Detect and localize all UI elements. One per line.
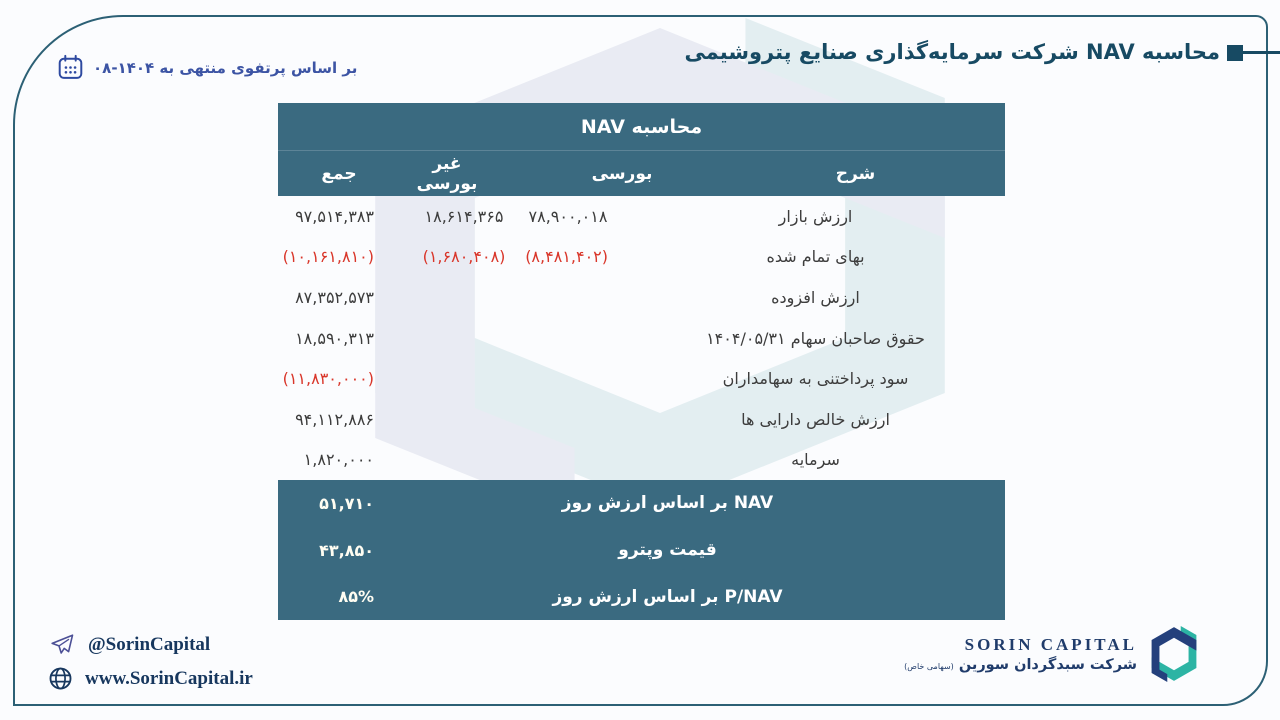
table-row: سرمایه ۱,۸۲۰,۰۰۰ bbox=[278, 439, 1005, 480]
table-summary: NAV بر اساس ارزش روز ۵۱,۷۱۰ قیمت وپترو ۴۳,۸… bbox=[278, 480, 1005, 620]
cell-total: ۹۴,۱۱۲,۸۸۶ bbox=[295, 409, 374, 429]
website-row[interactable]: www.SorinCapital.ir bbox=[48, 666, 253, 691]
brand-name-fa: شرکت سبدگردان سورین (سهامی خاص) bbox=[904, 657, 1137, 673]
row-label: سرمایه bbox=[791, 450, 840, 470]
brand-text: SORIN CAPITAL شرکت سبدگردان سورین (سهامی… bbox=[904, 635, 1137, 673]
table-row: بهای تمام شده (۸,۴۸۱,۴۰۲) (۱,۶۸۰,۴۰۸) (۱۰,۱… bbox=[278, 237, 1005, 278]
summary-value: ۸۵% bbox=[338, 587, 374, 607]
cell-total: (۱۰,۱۶۱,۸۱۰) bbox=[282, 247, 374, 267]
table-row: سود پرداختنی به سهامداران (۱۱,۸۳۰,۰۰۰) bbox=[278, 358, 1005, 399]
title-bullet-square bbox=[1227, 45, 1243, 61]
cell-total: ۹۷,۵۱۴,۳۸۳ bbox=[295, 206, 374, 226]
cell-total: (۱۱,۸۳۰,۰۰۰) bbox=[282, 369, 374, 389]
brand-fa-main: شرکت سبدگردان سورین bbox=[958, 657, 1137, 673]
telegram-handle: @SorinCapital bbox=[88, 634, 211, 655]
telegram-icon bbox=[51, 634, 74, 654]
table-body: ارزش بازار ۷۸,۹۰۰,۰۱۸ ۱۸,۶۱۴,۳۶۵ ۹۷,۵۱۴,۳۸۳… bbox=[278, 196, 1005, 480]
cell-total: ۸۷,۳۵۲,۵۷۳ bbox=[295, 287, 374, 307]
cell-unlisted: ۱۸,۶۱۴,۳۶۵ bbox=[424, 206, 504, 226]
column-header-total: جمع bbox=[321, 163, 357, 184]
row-label: بهای تمام شده bbox=[766, 247, 865, 267]
cell-total: ۱,۸۲۰,۰۰۰ bbox=[303, 450, 374, 470]
row-label: ارزش افزوده bbox=[771, 287, 860, 307]
summary-row: NAV بر اساس ارزش روز ۵۱,۷۱۰ bbox=[278, 480, 1005, 527]
row-label: سود پرداختنی به سهامداران bbox=[722, 369, 909, 389]
calendar-icon bbox=[58, 54, 83, 79]
row-label: ارزش بازار bbox=[778, 206, 853, 226]
column-header-unlisted: غیر بورسی bbox=[416, 153, 478, 194]
table-row: حقوق صاحبان سهام ۱۴۰۴/۰۵/۳۱ ۱۸,۵۹۰,۳۱۳ bbox=[278, 318, 1005, 359]
brand-block: SORIN CAPITAL شرکت سبدگردان سورین (سهامی… bbox=[904, 622, 1202, 686]
table-column-headers: شرح بورسی غیر بورسی جمع bbox=[278, 150, 1005, 196]
table-row: ارزش بازار ۷۸,۹۰۰,۰۱۸ ۱۸,۶۱۴,۳۶۵ ۹۷,۵۱۴,۳۸۳ bbox=[278, 196, 1005, 237]
table-title: محاسبه NAV bbox=[278, 103, 1005, 150]
portfolio-date-row: بر اساس پرتفوی منتهی به ۱۴۰۴-۰۸ bbox=[57, 54, 357, 81]
cell-unlisted: (۱,۶۸۰,۴۰۸) bbox=[422, 247, 506, 267]
summary-label: P/NAV بر اساس ارزش روز bbox=[552, 586, 783, 607]
column-header-listed: بورسی bbox=[591, 163, 653, 184]
summary-label: قیمت وپترو bbox=[618, 540, 717, 560]
sorin-logo-icon bbox=[1151, 626, 1197, 682]
column-header-description: شرح bbox=[835, 163, 876, 184]
portfolio-date-label: بر اساس پرتفوی منتهی به ۱۴۰۴-۰۸ bbox=[93, 58, 358, 77]
summary-label: NAV بر اساس ارزش روز bbox=[561, 493, 774, 514]
globe-icon bbox=[49, 667, 72, 690]
nav-table: محاسبه NAV شرح بورسی غیر بورسی جمع ارزش … bbox=[278, 103, 1005, 620]
cell-total: ۱۸,۵۹۰,۳۱۳ bbox=[295, 328, 374, 348]
website-url: www.SorinCapital.ir bbox=[85, 667, 253, 689]
brand-fa-note: (سهامی خاص) bbox=[904, 662, 954, 671]
summary-value: ۴۳,۸۵۰ bbox=[319, 540, 374, 560]
telegram-row[interactable]: @SorinCapital bbox=[48, 633, 253, 657]
summary-row: P/NAV بر اساس ارزش روز ۸۵% bbox=[278, 573, 1005, 620]
row-label: ارزش خالص دارایی ها bbox=[741, 409, 890, 429]
table-row: ارزش خالص دارایی ها ۹۴,۱۱۲,۸۸۶ bbox=[278, 399, 1005, 440]
page-title: محاسبه NAV شرکت سرمایه‌گذاری صنایع پتروش… bbox=[684, 40, 1220, 64]
brand-name-en: SORIN CAPITAL bbox=[964, 635, 1137, 654]
contact-block: @SorinCapital www.SorinCapital.ir bbox=[48, 633, 253, 691]
summary-value: ۵۱,۷۱۰ bbox=[319, 493, 374, 513]
summary-row: قیمت وپترو ۴۳,۸۵۰ bbox=[278, 527, 1005, 574]
title-connector-line bbox=[1242, 51, 1280, 54]
cell-listed: (۸,۴۸۱,۴۰۲) bbox=[525, 247, 608, 267]
row-label: حقوق صاحبان سهام ۱۴۰۴/۰۵/۳۱ bbox=[706, 328, 925, 348]
table-row: ارزش افزوده ۸۷,۳۵۲,۵۷۳ bbox=[278, 277, 1005, 318]
cell-listed: ۷۸,۹۰۰,۰۱۸ bbox=[528, 206, 608, 226]
